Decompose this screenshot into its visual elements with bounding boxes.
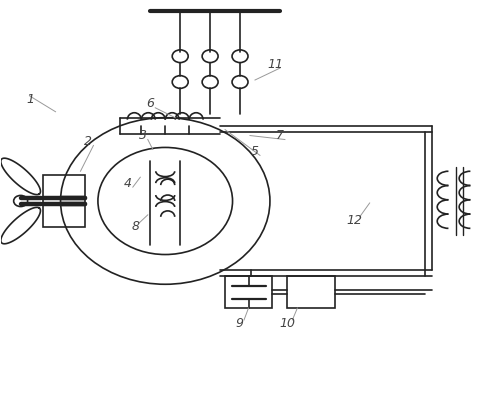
Text: 6: 6 [146,98,154,110]
Bar [225,276,272,308]
Text: 8: 8 [132,220,140,233]
Text: 10: 10 [280,318,295,330]
Bar [288,276,335,308]
Text: 1: 1 [26,94,34,106]
Text: 12: 12 [346,214,362,227]
Text: 3: 3 [139,129,147,142]
Circle shape [14,195,28,207]
Text: 4: 4 [124,177,132,189]
Bar [43,175,86,227]
Text: 11: 11 [267,58,283,71]
Text: 7: 7 [276,129,284,142]
Text: 9: 9 [235,318,243,330]
Text: 2: 2 [84,135,92,148]
Text: 5: 5 [251,145,259,158]
